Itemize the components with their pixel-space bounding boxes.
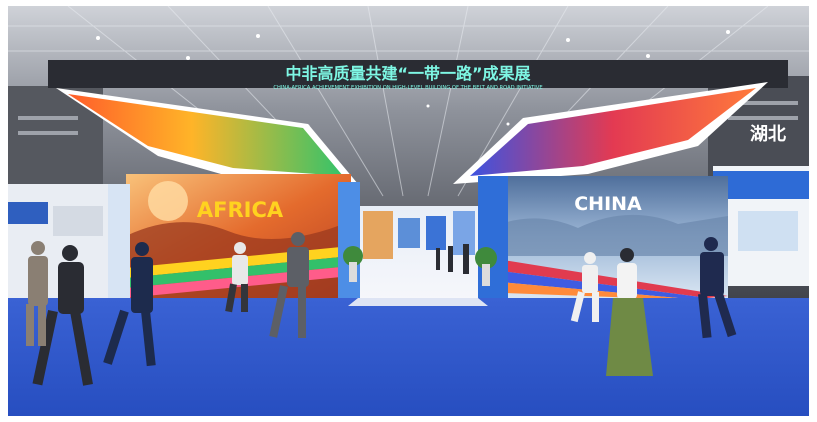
visitors: [26, 232, 737, 386]
africa-booth-label: AFRICA: [197, 198, 284, 222]
banner-title-en: CHINA-AFRICA ACHIEVEMENT EXHIBITION ON H…: [273, 85, 542, 91]
blue-carpet-floor: [8, 298, 809, 416]
china-booth-label: CHINA: [574, 193, 642, 215]
left-wing-stripes: [68, 94, 343, 176]
far-right-sign: 湖北: [750, 124, 786, 145]
banner-title-cn: 中非高质量共建“一带一路”成果展: [285, 64, 531, 83]
banner-truss: [48, 60, 788, 88]
potted-plants: [343, 246, 497, 286]
right-wing-stripes: [470, 88, 756, 176]
exhibition-photo: 中非高质量共建“一带一路”成果展 CHINA-AFRICA ACHIEVEMEN…: [8, 6, 809, 416]
